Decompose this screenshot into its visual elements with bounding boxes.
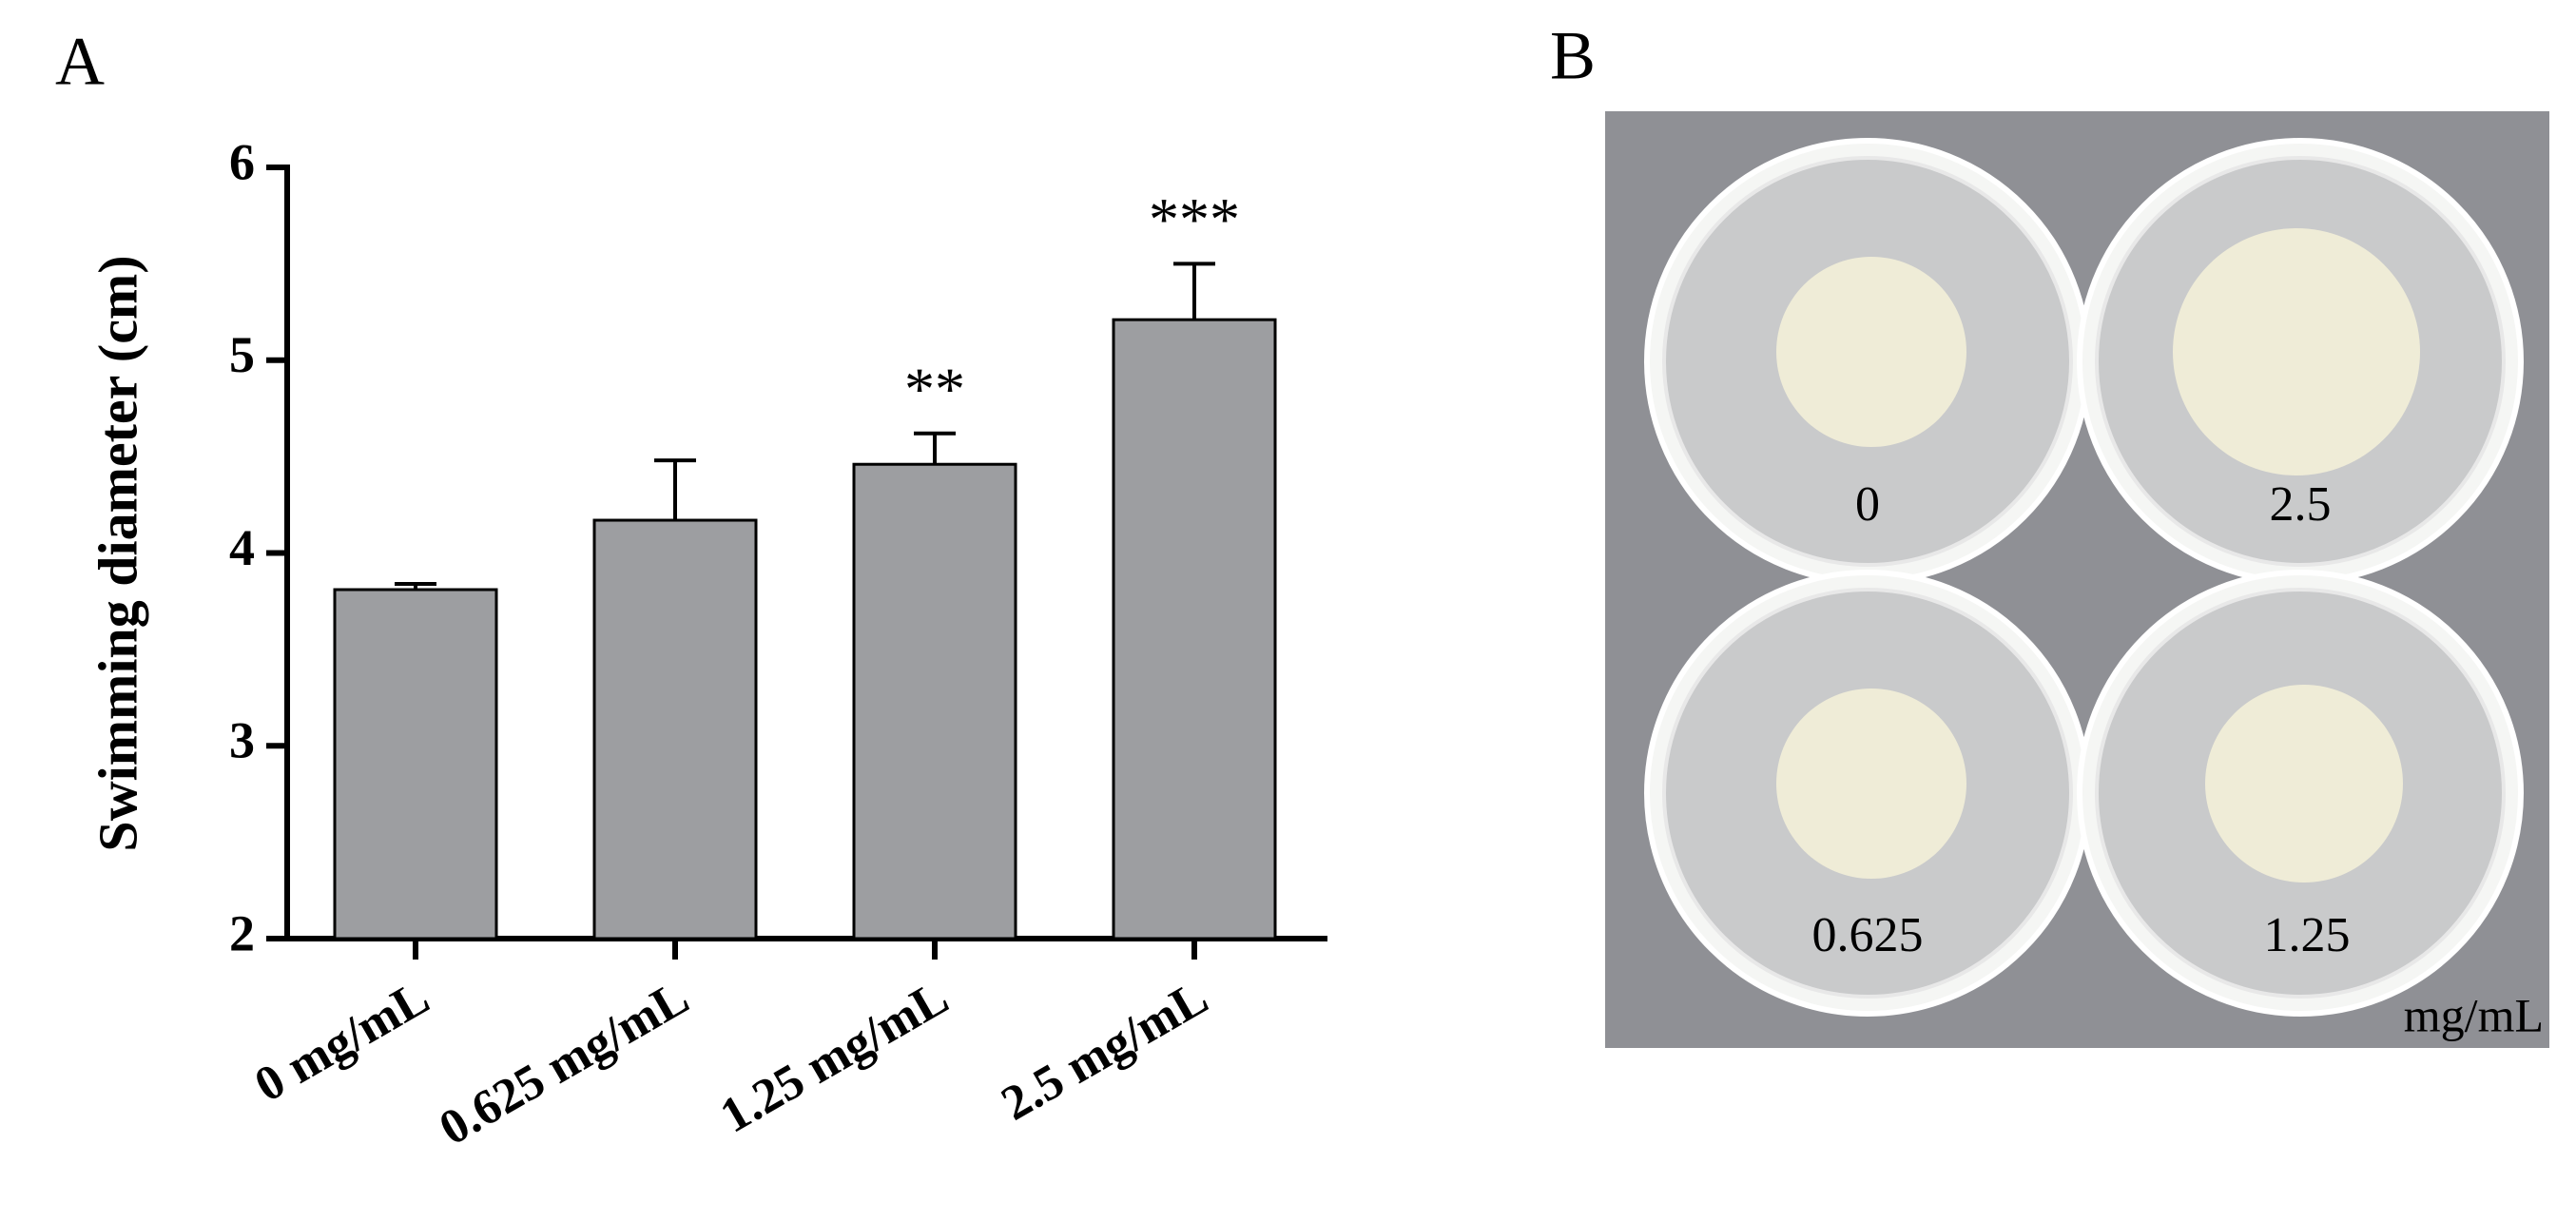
bar: [852, 462, 1017, 941]
y-tick-label: 4: [229, 519, 255, 576]
colony: [1776, 689, 1966, 879]
y-tick-label: 6: [229, 133, 255, 190]
plate-label: 1.25: [2264, 908, 2351, 962]
y-axis-title: Swimming diameter (cm): [87, 255, 148, 851]
panel-label: B: [1550, 18, 1596, 94]
x-tick-label: 0.625 mg/mL: [431, 970, 698, 1155]
x-tick-label: 1.25 mg/mL: [711, 970, 958, 1143]
x-tick-label: 0 mg/mL: [246, 970, 438, 1113]
plate-label: 2.5: [2270, 477, 2332, 532]
bar: [333, 588, 498, 941]
panel-label: A: [55, 24, 105, 100]
bar: [592, 518, 758, 941]
colony: [1776, 257, 1966, 447]
y-tick-label: 3: [229, 712, 255, 769]
significance: ***: [1149, 185, 1240, 253]
bar: [1112, 318, 1277, 941]
y-tick-label: 5: [229, 326, 255, 383]
plate-label: 0: [1855, 477, 1880, 532]
plate-label: 0.625: [1812, 908, 1924, 962]
colony: [2173, 228, 2420, 475]
unit-label: mg/mL: [2404, 988, 2544, 1041]
y-tick-label: 2: [229, 904, 255, 961]
significance: **: [904, 355, 965, 422]
x-tick-label: 2.5 mg/mL: [993, 970, 1217, 1131]
colony: [2205, 685, 2403, 883]
